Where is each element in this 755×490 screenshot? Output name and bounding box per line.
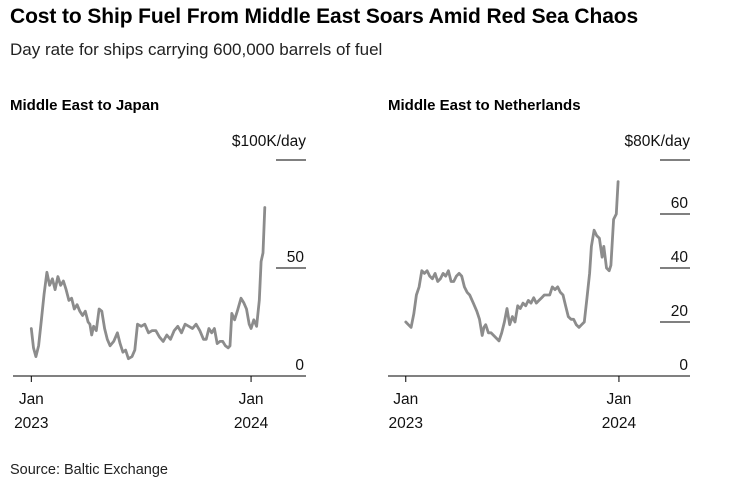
y-tick-label: 20	[671, 303, 689, 320]
series-line	[29, 206, 267, 361]
source-note: Source: Baltic Exchange	[10, 462, 168, 478]
y-tick-label: 0	[295, 357, 304, 374]
y-tick-label: 50	[287, 249, 305, 266]
x-tick-label: 2023	[389, 415, 423, 432]
panel-japan: $100K/day 0 50 Jan 2023 Jan 2024	[13, 133, 306, 432]
panel-title-netherlands: Middle East to Netherlands	[388, 97, 581, 114]
x-tick-label: 2024	[602, 415, 637, 432]
x-tick-label: 2024	[234, 415, 269, 432]
y-tick-label: 40	[671, 249, 689, 266]
panel-title-japan: Middle East to Japan	[10, 97, 160, 114]
chart-subtitle: Day rate for ships carrying 600,000 barr…	[10, 40, 383, 59]
x-tick-label: Jan	[19, 391, 44, 408]
y-tick-label: 60	[671, 195, 689, 212]
unit-label: $80K/day	[625, 133, 691, 150]
chart-title: Cost to Ship Fuel From Middle East Soars…	[10, 5, 639, 28]
panel-netherlands: $80K/day 0 20 40 60 Jan 2023 Jan 2024	[388, 133, 690, 432]
x-tick-label: 2023	[14, 415, 48, 432]
y-tick-label: 0	[679, 357, 688, 374]
series-line	[404, 180, 620, 343]
x-tick-label: Jan	[239, 391, 264, 408]
x-tick-label: Jan	[606, 391, 631, 408]
x-tick-label: Jan	[393, 391, 418, 408]
unit-label: $100K/day	[232, 133, 306, 150]
